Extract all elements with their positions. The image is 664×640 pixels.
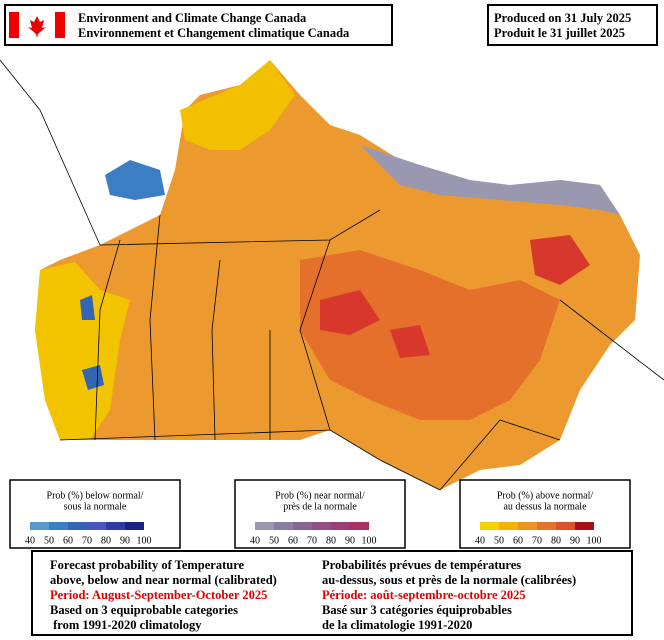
legend-title: sous la normale <box>64 501 127 512</box>
legend-swatch <box>331 522 350 530</box>
hot-spot <box>530 235 590 285</box>
legend-tick-label: 100 <box>137 535 152 546</box>
legend-swatch <box>87 522 106 530</box>
footer-period: Period: August-September-October 2025 <box>50 588 267 602</box>
legend-title: au dessus la normale <box>503 501 587 512</box>
legend: Prob (%) below normal/sous la normale 40 5… <box>9 479 181 549</box>
produced-fr: Produit le 31 juillet 2025 <box>494 26 625 40</box>
legend-title: près de la normale <box>283 501 357 512</box>
boundaries <box>0 59 664 491</box>
footer-line: au-dessus, sous et près de la normale (c… <box>322 573 576 587</box>
legend-swatch <box>556 522 575 530</box>
footer: Forecast probability of Temperature abov… <box>31 550 633 636</box>
legend-box <box>459 479 631 549</box>
legend-tick-label: 50 <box>44 535 54 546</box>
legend-tick-label: 60 <box>63 535 73 546</box>
legend-tick-label: 100 <box>362 535 377 546</box>
legend-title: Prob (%) near normal/ <box>275 490 365 501</box>
footer-period: Période: août-septembre-octobre 2025 <box>322 588 526 602</box>
legend: Prob (%) near normal/près de la normale 4… <box>234 479 406 549</box>
legend-title: Prob (%) below normal/ <box>47 490 144 501</box>
below-normal-region <box>105 160 165 200</box>
footer-line: from 1991-2020 climatology <box>50 618 202 632</box>
west-coast-region <box>35 262 130 440</box>
hot-spot <box>390 325 430 358</box>
header-left: Environment and Climate Change Canada En… <box>4 4 393 46</box>
legend-tick-label: 60 <box>513 535 523 546</box>
footer-line: Basé sur 3 catégories équiprobables <box>322 603 512 617</box>
legend-box <box>9 479 181 549</box>
legend-swatch <box>293 522 312 530</box>
legend-swatch <box>312 522 331 530</box>
footer-line: de la climatologie 1991-2020 <box>322 618 472 632</box>
arctic-region <box>180 60 295 150</box>
near-normal-region <box>360 145 620 215</box>
legend-swatch <box>274 522 293 530</box>
legend-swatch <box>255 522 274 530</box>
legend-swatch <box>49 522 68 530</box>
header-right: Produced on 31 July 2025 Produit le 31 j… <box>487 4 658 46</box>
legend-tick-label: 50 <box>269 535 279 546</box>
legend-swatch <box>518 522 537 530</box>
legend-title: Prob (%) above normal/ <box>497 490 594 501</box>
east-central-region <box>300 250 560 420</box>
legend-tick-label: 70 <box>82 535 92 546</box>
legend-tick-label: 40 <box>250 535 260 546</box>
legend-swatch <box>350 522 369 530</box>
footer-line: Probabilités prévues de températures <box>322 558 521 572</box>
legend-tick-label: 90 <box>345 535 355 546</box>
legend-swatch <box>68 522 87 530</box>
legend-tick-label: 80 <box>101 535 111 546</box>
footer-line: above, below and near normal (calibrated… <box>50 573 277 587</box>
legend-tick-label: 70 <box>532 535 542 546</box>
agency-en: Environment and Climate Change Canada <box>78 11 307 25</box>
legend-tick-label: 40 <box>25 535 35 546</box>
legend-swatch <box>499 522 518 530</box>
legend-swatch <box>480 522 499 530</box>
hot-spot <box>320 290 380 335</box>
footer-line: Forecast probability of Temperature <box>50 558 245 572</box>
legend-tick-label: 60 <box>288 535 298 546</box>
legend-tick-label: 50 <box>494 535 504 546</box>
legend-swatch <box>30 522 49 530</box>
legend-tick-label: 90 <box>120 535 130 546</box>
legend: Prob (%) above normal/au dessus la norma… <box>459 479 631 549</box>
legend-tick-label: 90 <box>570 535 580 546</box>
produced-en: Produced on 31 July 2025 <box>494 11 631 25</box>
below-normal-region <box>82 365 104 390</box>
legend-swatch <box>575 522 594 530</box>
legend-tick-label: 80 <box>326 535 336 546</box>
map <box>0 59 664 491</box>
legend-swatch <box>106 522 125 530</box>
below-normal-region <box>80 295 95 320</box>
legends: Prob (%) below normal/sous la normale 40 5… <box>9 479 631 549</box>
legend-tick-label: 70 <box>307 535 317 546</box>
legend-swatch <box>537 522 556 530</box>
legend-swatch <box>125 522 144 530</box>
legend-tick-label: 80 <box>551 535 561 546</box>
legend-tick-label: 40 <box>475 535 485 546</box>
legend-box <box>234 479 406 549</box>
agency-fr: Environnement et Changement climatique C… <box>78 26 350 40</box>
footer-line: Based on 3 equiprobable categories <box>50 603 238 617</box>
legend-tick-label: 100 <box>587 535 602 546</box>
